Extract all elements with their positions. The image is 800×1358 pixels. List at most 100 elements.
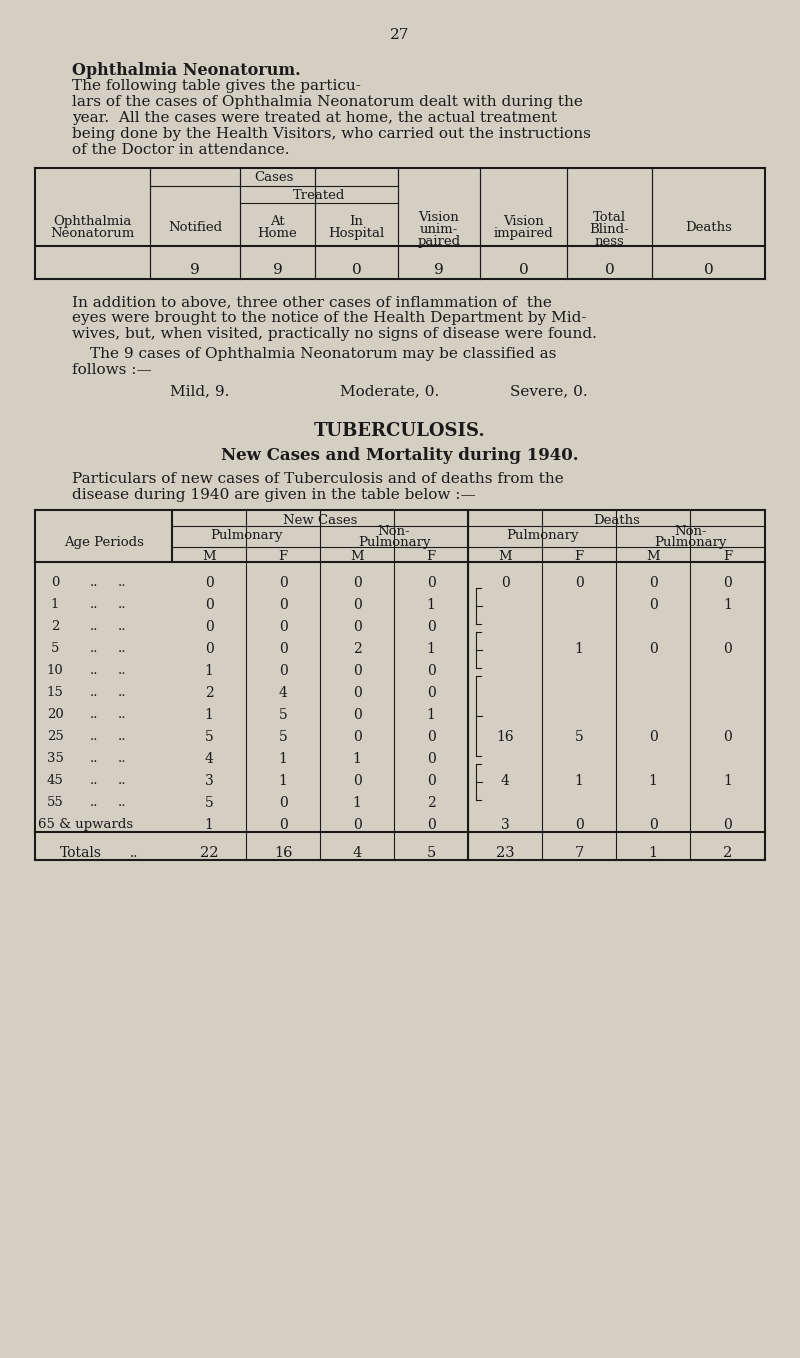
Text: 0: 0 [353,598,362,612]
Text: unim-: unim- [420,223,458,236]
Text: ..: .. [130,846,138,860]
Text: 1: 1 [353,796,362,809]
Text: Mild, 9.: Mild, 9. [170,384,230,398]
Text: 0: 0 [205,598,214,612]
Text: 0: 0 [649,642,658,656]
Text: The 9 cases of Ophthalmia Neonatorum may be classified as: The 9 cases of Ophthalmia Neonatorum may… [90,348,556,361]
Text: 15: 15 [46,686,63,699]
Text: Non-: Non- [674,526,707,538]
Text: In: In [350,215,363,228]
Text: ..: .. [118,686,126,699]
Text: Pulmonary: Pulmonary [358,536,430,549]
Text: 1: 1 [426,642,435,656]
Text: ..: .. [118,708,126,721]
Text: ..: .. [90,796,98,809]
Text: F: F [723,550,732,564]
Text: 0: 0 [278,642,287,656]
Text: 0: 0 [353,708,362,722]
Text: 0: 0 [353,818,362,832]
Text: 4: 4 [352,846,362,860]
Text: Pulmonary: Pulmonary [506,530,578,542]
Text: 0: 0 [574,818,583,832]
Text: 1: 1 [574,774,583,788]
Text: 0: 0 [704,263,714,277]
Text: ness: ness [594,235,624,249]
Text: 1: 1 [574,642,583,656]
Text: 0: 0 [426,731,435,744]
Text: 0: 0 [426,576,435,589]
Text: ..: .. [90,598,98,611]
Text: ..: .. [90,686,98,699]
Text: 45: 45 [46,774,63,788]
Text: 5: 5 [205,796,214,809]
Text: Notified: Notified [168,221,222,234]
Text: ..: .. [90,576,98,589]
Text: 5: 5 [278,731,287,744]
Text: Cases: Cases [254,171,294,183]
Text: 0: 0 [426,621,435,634]
Text: 0: 0 [426,752,435,766]
Text: 0: 0 [723,818,732,832]
Text: Ophthalmia Neonatorum.: Ophthalmia Neonatorum. [72,62,301,79]
Text: 0: 0 [426,686,435,699]
Text: 0: 0 [278,818,287,832]
Text: 3: 3 [501,818,510,832]
Text: ..: .. [90,774,98,788]
Text: 0: 0 [205,621,214,634]
Text: year.  All the cases were treated at home, the actual treatment: year. All the cases were treated at home… [72,111,557,125]
Text: Pulmonary: Pulmonary [654,536,726,549]
Text: M: M [646,550,660,564]
Text: paired: paired [418,235,461,249]
Text: 0: 0 [574,576,583,589]
Text: 1: 1 [51,598,59,611]
Text: 0: 0 [605,263,614,277]
Text: F: F [278,550,287,564]
Text: Neonatorum: Neonatorum [50,227,134,240]
Text: ..: .. [90,621,98,633]
Text: 1: 1 [205,664,214,678]
Text: 3: 3 [205,774,214,788]
Text: Treated: Treated [293,189,345,202]
Text: 1: 1 [426,598,435,612]
Text: of the Doctor in attendance.: of the Doctor in attendance. [72,143,290,158]
Text: ..: .. [90,752,98,765]
Text: Moderate, 0.: Moderate, 0. [340,384,439,398]
Text: Particulars of new cases of Tuberculosis and of deaths from the: Particulars of new cases of Tuberculosis… [72,473,564,486]
Text: 0: 0 [353,774,362,788]
Text: 1: 1 [723,774,732,788]
Text: 1: 1 [723,598,732,612]
Text: In addition to above, three other cases of inflammation of  the: In addition to above, three other cases … [72,295,552,310]
Text: 0: 0 [278,576,287,589]
Text: 0: 0 [278,621,287,634]
Text: 0: 0 [353,664,362,678]
Text: Ophthalmia: Ophthalmia [54,215,132,228]
Text: 25: 25 [46,731,63,743]
Text: 5: 5 [426,846,436,860]
Text: wives, but, when visited, practically no signs of disease were found.: wives, but, when visited, practically no… [72,327,597,341]
Text: Non-: Non- [378,526,410,538]
Text: 2: 2 [353,642,362,656]
Text: 5: 5 [51,642,59,655]
Text: New Cases: New Cases [283,513,357,527]
Text: ..: .. [118,642,126,655]
Text: 4: 4 [278,686,287,699]
Text: ..: .. [90,664,98,678]
Text: 1: 1 [278,774,287,788]
Text: ..: .. [90,642,98,655]
Text: impaired: impaired [494,227,554,240]
Text: ..: .. [118,774,126,788]
Text: follows :—: follows :— [72,363,152,378]
Text: 5: 5 [278,708,287,722]
Text: 0: 0 [723,642,732,656]
Text: Vision: Vision [418,210,459,224]
Text: 0: 0 [353,686,362,699]
Text: 23: 23 [496,846,514,860]
Text: Severe, 0.: Severe, 0. [510,384,588,398]
Text: ..: .. [90,708,98,721]
Text: M: M [350,550,364,564]
Text: 0: 0 [426,774,435,788]
Text: ..: .. [118,598,126,611]
Text: 5: 5 [574,731,583,744]
Text: 1: 1 [426,708,435,722]
Text: 0: 0 [353,621,362,634]
